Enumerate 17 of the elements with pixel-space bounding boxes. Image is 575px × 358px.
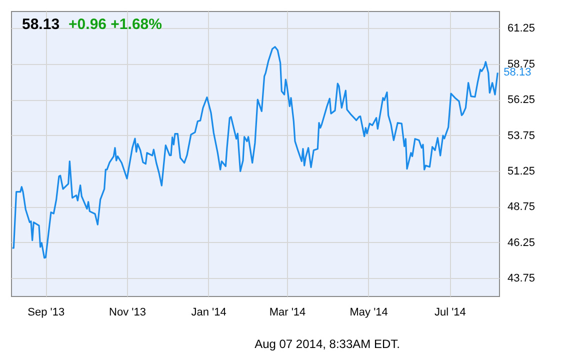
text: Aug 07 2014, 8:33AM EDT. [254,337,400,351]
chart-title: 58.13 [22,16,60,33]
x-tick-label: Jan '14 [191,306,226,318]
line-series [12,46,498,259]
x-tick-label: Jul '14 [434,306,466,318]
y-tick-label: 43.75 [508,272,536,285]
x-tick-label: Sep '13 [28,306,65,318]
y-tick-label: 53.75 [508,130,536,142]
x-tick-label: Mar '14 [269,306,306,318]
y-tick-label: 48.75 [508,201,536,214]
y-tick-label: 46.25 [508,236,536,249]
y-tick-label: 56.25 [508,94,536,106]
y-tick-label: 51.25 [508,166,536,178]
x-tick-label: May '14 [350,306,388,318]
x-tick-label: Nov '13 [109,306,146,318]
chart-subtitle: +0.96 +1.68% [68,16,162,33]
y-tick-label: 61.25 [508,22,536,35]
